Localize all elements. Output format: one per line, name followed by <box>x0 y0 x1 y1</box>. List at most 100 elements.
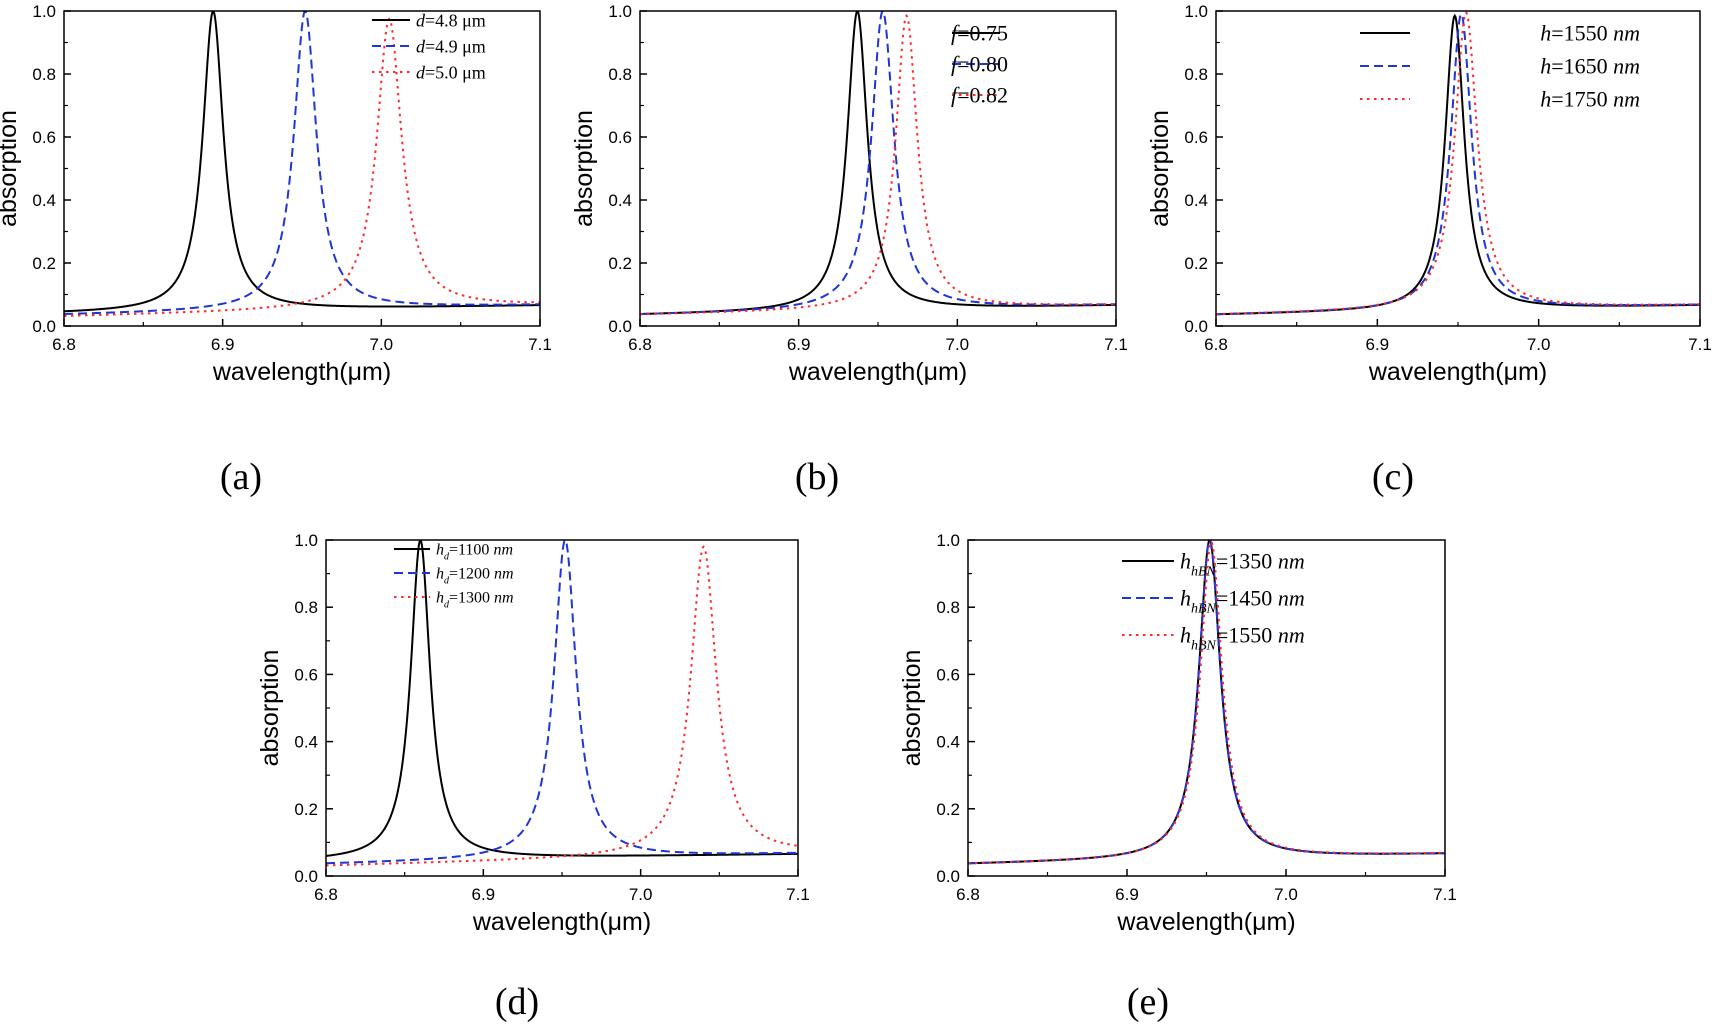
panel-c-series-1-line <box>1216 12 1700 316</box>
panel-c-legend-2-unit: nm <box>1613 87 1640 112</box>
panel-a-ytick-label-5: 1.0 <box>32 2 56 21</box>
panel-c-legend-2-value: =1750 <box>1551 87 1613 112</box>
panel-d-ytick-label-1: 0.2 <box>294 800 318 819</box>
panel-a-series-1-line <box>64 11 540 316</box>
panel-c-legend-1-var: h <box>1540 54 1551 79</box>
panel-a-chart: 6.8 6.9 7.0 7.1 0.0 0.2 0.4 0.6 0.8 1.0 wavelength… <box>0 2 552 386</box>
panel-e-series-2-line <box>968 540 1445 865</box>
panel-e-xtick-label-2: 7.0 <box>1274 885 1298 904</box>
panel-d-legend-2-value: =1300 <box>449 590 494 607</box>
panel-b-ytick-label-3: 0.6 <box>608 128 632 147</box>
panel-b-xtick-label-1: 6.9 <box>787 335 811 354</box>
panel-d-y-axis-label: absorption <box>256 650 284 767</box>
panel-c-legend: h=1550 nmh=1650 nmh=1750 nm <box>1360 21 1640 112</box>
panel-a-xtick-label-0: 6.8 <box>52 335 76 354</box>
panel-a-plot-frame <box>63 10 541 327</box>
panel-c-series-group <box>1216 11 1700 316</box>
panel-d-legend-1-label: hd=1200 nm <box>436 566 514 587</box>
panel-b-ytick-label-5: 1.0 <box>608 2 632 21</box>
panel-d-series-0-line <box>326 540 798 857</box>
panel-c-legend-2-var: h <box>1540 87 1551 112</box>
panel-a-ytick-label-1: 0.2 <box>32 254 56 273</box>
panel-b-y-axis-label: absorption <box>570 110 598 227</box>
panel-c-legend-1-value: =1650 <box>1551 54 1613 79</box>
panel-a-legend: d=4.8 μmd=4.9 μmd=5.0 μm <box>372 10 486 82</box>
panel-d-legend-2-unit: nm <box>494 590 514 607</box>
panel-d-xtick-label-1: 6.9 <box>472 885 496 904</box>
panel-e-xtick-label-1: 6.9 <box>1115 885 1139 904</box>
panel-d-legend-0-sub: d <box>444 552 450 563</box>
panel-d-xtick-label-2: 7.0 <box>629 885 653 904</box>
panel-b-legend-0-value: =0.75 <box>957 21 1008 46</box>
panel-a-xtick-label-2: 7.0 <box>370 335 394 354</box>
panel-d-caption: (d) <box>494 981 540 1023</box>
panel-e-series-group <box>968 540 1445 865</box>
panel-d-legend-0-unit: nm <box>493 542 513 559</box>
panel-d-xtick-label-0: 6.8 <box>314 885 338 904</box>
panel-d-ytick-label-0: 0.0 <box>294 867 318 886</box>
panel-e-xtick-label-3: 7.1 <box>1433 885 1457 904</box>
panel-e-legend-1-var: h <box>1180 586 1191 611</box>
panel-c-legend-1-label: h=1650 nm <box>1540 54 1640 79</box>
panel-c-caption: (c) <box>1371 456 1415 498</box>
panel-a-ytick-label-2: 0.4 <box>32 191 56 210</box>
panel-a-legend-0-var: d <box>416 10 426 30</box>
panel-c-legend-1-unit: nm <box>1613 54 1640 79</box>
panel-e-legend-0-var: h <box>1180 549 1191 574</box>
panel-d-ytick-label-5: 1.0 <box>294 531 318 550</box>
panel-e-ytick-label-0: 0.0 <box>936 867 960 886</box>
panel-c-chart: 6.8 6.9 7.0 7.1 0.0 0.2 0.4 0.6 0.8 1.0 wavelength… <box>1146 2 1712 386</box>
panel-c-xtick-label-1: 6.9 <box>1366 335 1390 354</box>
panel-c-ytick-label-4: 0.8 <box>1184 65 1208 84</box>
panel-b-xtick-label-2: 7.0 <box>946 335 970 354</box>
panel-a-xtick-label-3: 7.1 <box>528 335 552 354</box>
panel-c-xtick-label-0: 6.8 <box>1204 335 1228 354</box>
panel-a-legend-1-value: =4.9 μm <box>425 36 486 56</box>
panel-a-legend-0-label: d=4.8 μm <box>416 10 486 30</box>
panel-c-ytick-label-2: 0.4 <box>1184 191 1208 210</box>
panel-d-x-axis-label: wavelength(μm) <box>472 908 651 936</box>
panel-a-legend-2-var: d <box>416 62 426 82</box>
panel-d-legend-0-value: =1100 <box>449 542 493 559</box>
panel-d-series-2-line <box>326 545 798 867</box>
panel-b-plot-frame <box>639 10 1117 327</box>
panel-a-legend-2-value: =5.0 μm <box>425 62 486 82</box>
panel-a-xtick-label-1: 6.9 <box>211 335 235 354</box>
panel-b-legend-1-label: f=0.80 <box>951 52 1008 77</box>
panel-e-x-axis-label: wavelength(μm) <box>1116 908 1295 936</box>
panel-e-legend-1-sub: hBN <box>1191 602 1217 617</box>
panel-e-legend-1-label: hhBN=1450 nm <box>1180 586 1305 617</box>
panel-b-legend-1-var: f <box>951 52 960 77</box>
panel-e-ytick-label-3: 0.6 <box>936 665 960 684</box>
panel-e-series-1-line <box>968 540 1445 865</box>
panel-b-legend-0-label: f=0.75 <box>951 21 1008 46</box>
panel-a-legend-0-value: =4.8 μm <box>425 10 486 30</box>
panel-c-x-axis-label: wavelength(μm) <box>1368 358 1547 386</box>
panel-a-caption: (a) <box>219 456 263 498</box>
panel-c-xtick-label-2: 7.0 <box>1527 335 1551 354</box>
panel-b-x-axis-label: wavelength(μm) <box>788 358 967 386</box>
panel-e-chart: 6.8 6.9 7.0 7.1 0.0 0.2 0.4 0.6 0.8 1.0 wavelength… <box>898 531 1457 936</box>
panel-d-legend-2-label: hd=1300 nm <box>436 590 514 611</box>
panel-b-legend-2-label: f=0.82 <box>951 83 1008 108</box>
panel-c-legend-2-label: h=1750 nm <box>1540 87 1640 112</box>
panel-b-chart: 6.8 6.9 7.0 7.1 0.0 0.2 0.4 0.6 0.8 1.0 wavelength… <box>570 2 1128 386</box>
panel-d-legend-1-var: h <box>436 566 444 583</box>
panel-d-plot-frame <box>325 539 799 877</box>
panel-c-legend-0-label: h=1550 nm <box>1540 21 1640 46</box>
panel-b-ytick-label-0: 0.0 <box>608 317 632 336</box>
panel-e-legend-2-unit: nm <box>1278 623 1305 648</box>
panel-d-legend-2-var: h <box>436 590 444 607</box>
panel-b-legend-0-var: f <box>951 21 960 46</box>
panel-e-legend-2-value: =1550 <box>1216 623 1278 648</box>
panel-a-ytick-label-0: 0.0 <box>32 317 56 336</box>
panel-b-ytick-label-1: 0.2 <box>608 254 632 273</box>
panel-e-caption: (e) <box>1126 981 1170 1023</box>
panel-a-y-axis-label: absorption <box>0 110 22 227</box>
panel-d-series-1-line <box>326 540 798 865</box>
panel-e-xtick-label-0: 6.8 <box>956 885 980 904</box>
panel-d-legend-0-label: hd=1100 nm <box>436 542 513 563</box>
panel-e-legend-2-sub: hBN <box>1191 639 1217 654</box>
